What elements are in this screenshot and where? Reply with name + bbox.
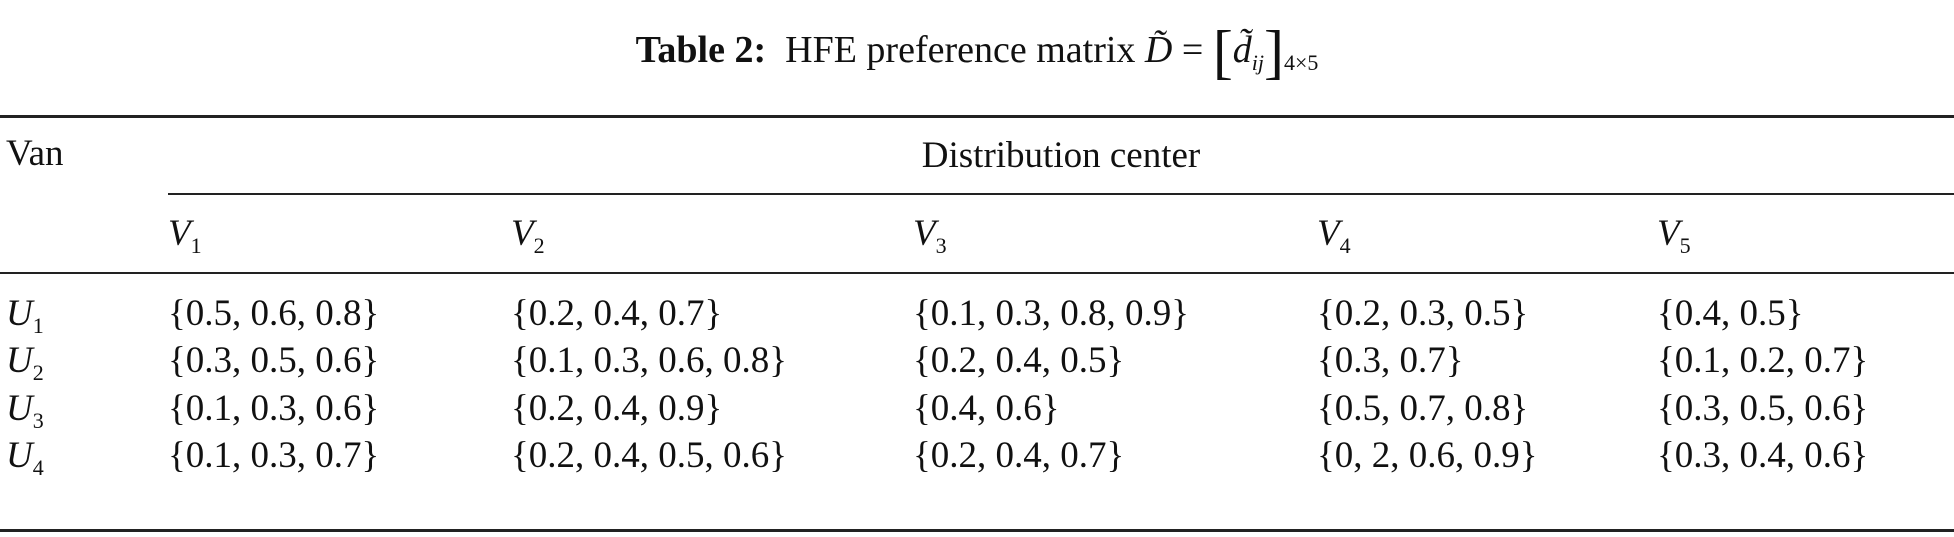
- bottom-rule: [0, 529, 1954, 532]
- column-symbol: V: [168, 213, 191, 254]
- matrix-dimension: 4×5: [1284, 50, 1319, 75]
- top-rule: [0, 115, 1954, 118]
- column-header: V4: [1317, 214, 1351, 266]
- column-subscript: 3: [935, 233, 947, 258]
- table-cell: {0.3, 0.5, 0.6}: [168, 340, 380, 381]
- equals-sign: =: [1181, 29, 1204, 71]
- row-symbol: U: [6, 388, 33, 429]
- row-subscript: 4: [32, 455, 44, 480]
- column-symbol: V: [1317, 213, 1340, 254]
- table-cell: {0.4, 0.5}: [1657, 293, 1804, 334]
- header-rule: [0, 272, 1954, 274]
- table-cell: {0.3, 0.4, 0.6}: [1657, 435, 1869, 476]
- column-header: V5: [1657, 214, 1691, 266]
- column-subscript: 1: [190, 233, 202, 258]
- element-subscript: ij: [1251, 50, 1265, 75]
- table-cell: {0, 2, 0.6, 0.9}: [1317, 435, 1538, 476]
- caption-text: HFE preference matrix: [785, 29, 1136, 71]
- table-cell: {0.1, 0.3, 0.6, 0.8}: [511, 340, 788, 381]
- table-cell: {0.1, 0.3, 0.8, 0.9}: [913, 293, 1190, 334]
- table-cell: {0.2, 0.4, 0.5, 0.6}: [511, 435, 788, 476]
- table-cell: {0.2, 0.4, 0.9}: [511, 388, 723, 429]
- row-subscript: 3: [32, 408, 44, 433]
- left-bracket: [: [1212, 19, 1233, 85]
- element-symbol: d̃: [1232, 29, 1252, 71]
- column-header: V2: [511, 214, 545, 266]
- right-bracket: ]: [1264, 19, 1285, 85]
- table-cell: {0.3, 0.7}: [1317, 340, 1464, 381]
- column-header: V1: [168, 214, 202, 266]
- row-label: U3: [6, 389, 44, 441]
- row-label: U1: [6, 294, 44, 346]
- table-cell: {0.2, 0.4, 0.5}: [913, 340, 1125, 381]
- row-header: Van: [6, 133, 64, 174]
- column-symbol: V: [511, 213, 534, 254]
- table-cell: {0.1, 0.3, 0.7}: [168, 435, 380, 476]
- column-subscript: 2: [533, 233, 545, 258]
- row-subscript: 1: [32, 313, 44, 338]
- table-cell: {0.1, 0.2, 0.7}: [1657, 340, 1869, 381]
- table-cell: {0.2, 0.4, 0.7}: [511, 293, 723, 334]
- group-rule: [168, 193, 1954, 195]
- row-symbol: U: [6, 340, 33, 381]
- table-cell: {0.2, 0.3, 0.5}: [1317, 293, 1529, 334]
- matrix-symbol: D̃: [1144, 29, 1173, 71]
- row-symbol: U: [6, 293, 33, 334]
- row-subscript: 2: [32, 360, 44, 385]
- row-label: U4: [6, 436, 44, 488]
- column-header: V3: [913, 214, 947, 266]
- table-cell: {0.3, 0.5, 0.6}: [1657, 388, 1869, 429]
- column-symbol: V: [1657, 213, 1680, 254]
- caption-label: Table 2:: [635, 29, 767, 71]
- column-subscript: 5: [1679, 233, 1691, 258]
- row-symbol: U: [6, 435, 33, 476]
- table-cell: {0.5, 0.6, 0.8}: [168, 293, 380, 334]
- table-cell: {0.4, 0.6}: [913, 388, 1060, 429]
- group-header: Distribution center: [921, 135, 1201, 176]
- column-symbol: V: [913, 213, 936, 254]
- table-caption: Table 2: HFE preference matrix D̃ = [d̃i…: [0, 18, 1954, 87]
- column-subscript: 4: [1339, 233, 1351, 258]
- table-cell: {0.1, 0.3, 0.6}: [168, 388, 380, 429]
- row-label: U2: [6, 341, 44, 393]
- table-cell: {0.2, 0.4, 0.7}: [913, 435, 1125, 476]
- table-cell: {0.5, 0.7, 0.8}: [1317, 388, 1529, 429]
